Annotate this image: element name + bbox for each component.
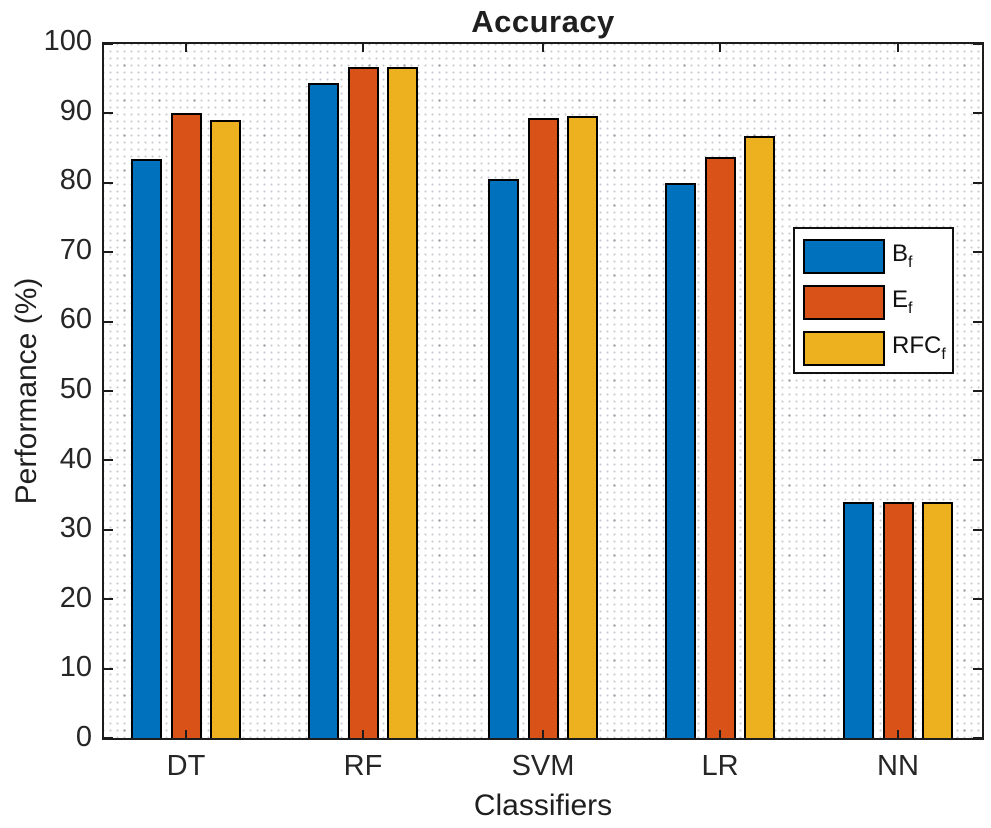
y-tick-left-70 — [104, 251, 113, 253]
y-tick-right-90 — [973, 112, 982, 114]
x-tick-bottom-LR — [719, 730, 721, 738]
x-tick-label-DT: DT — [166, 750, 206, 782]
y-tick-right-30 — [973, 529, 982, 531]
y-tick-left-30 — [104, 529, 113, 531]
x-tick-top-DT — [185, 44, 187, 52]
y-tick-label-0: 0 — [75, 720, 92, 753]
y-tick-left-100 — [104, 43, 113, 45]
bar-SVM-Bf — [488, 179, 519, 738]
x-tick-bottom-SVM — [542, 730, 544, 738]
x-tick-top-SVM — [542, 44, 544, 52]
y-tick-left-60 — [104, 321, 113, 323]
x-tick-label-NN: NN — [877, 750, 919, 782]
legend-swatch-ef — [803, 285, 885, 320]
y-tick-right-40 — [973, 459, 982, 461]
bar-DT-Bf — [131, 159, 162, 738]
legend-swatch-bf — [803, 239, 885, 274]
x-tick-bottom-NN — [897, 730, 899, 738]
x-tick-top-RF — [362, 44, 364, 52]
legend-label-ef: Ef — [892, 286, 913, 317]
y-tick-right-0 — [973, 737, 982, 739]
legend-swatch-rfcf — [803, 331, 885, 366]
bar-LR-Bf — [665, 183, 696, 738]
y-tick-label-70: 70 — [59, 233, 92, 266]
legend-item-bf: Bf — [803, 239, 952, 274]
bar-DT-RFCf — [210, 120, 241, 738]
bar-LR-RFCf — [744, 136, 775, 738]
y-tick-label-80: 80 — [59, 164, 92, 197]
y-tick-right-50 — [973, 390, 982, 392]
x-tick-top-LR — [719, 44, 721, 52]
y-tick-label-60: 60 — [59, 303, 92, 336]
y-tick-label-30: 30 — [59, 512, 92, 545]
legend-label-rfcf: RFCf — [892, 332, 946, 363]
bar-NN-RFCf — [922, 502, 953, 738]
y-tick-right-60 — [973, 321, 982, 323]
y-tick-right-100 — [973, 43, 982, 45]
y-tick-left-20 — [104, 598, 113, 600]
x-axis-label: Classifiers — [473, 789, 613, 822]
y-tick-right-80 — [973, 182, 982, 184]
x-tick-bottom-RF — [362, 730, 364, 738]
y-tick-label-20: 20 — [59, 581, 92, 614]
bar-RF-Bf — [308, 83, 339, 738]
y-tick-label-40: 40 — [59, 442, 92, 475]
y-tick-right-70 — [973, 251, 982, 253]
bar-NN-Ef — [882, 502, 914, 738]
bar-RF-RFCf — [387, 67, 418, 738]
x-tick-bottom-DT — [185, 730, 187, 738]
plot-area: Bf Ef RFCf — [102, 42, 984, 740]
x-tick-top-NN — [897, 44, 899, 52]
bar-NN-Bf — [843, 502, 874, 738]
bar-SVM-Ef — [527, 118, 559, 738]
y-tick-left-50 — [104, 390, 113, 392]
legend-item-rfcf: RFCf — [803, 331, 952, 366]
y-tick-left-0 — [104, 737, 113, 739]
x-tick-label-RF: RF — [343, 750, 383, 782]
y-tick-label-90: 90 — [59, 94, 92, 127]
bar-RF-Ef — [347, 67, 379, 738]
y-tick-left-40 — [104, 459, 113, 461]
bar-DT-Ef — [170, 113, 202, 738]
x-tick-label-LR: LR — [701, 750, 739, 782]
y-tick-right-10 — [973, 668, 982, 670]
legend-label-bf: Bf — [892, 240, 913, 271]
bar-SVM-RFCf — [567, 116, 598, 738]
y-tick-label-100: 100 — [43, 24, 92, 57]
x-tick-label-SVM: SVM — [511, 750, 575, 782]
y-tick-left-10 — [104, 668, 113, 670]
y-tick-right-20 — [973, 598, 982, 600]
y-tick-left-80 — [104, 182, 113, 184]
chart-title: Accuracy — [471, 4, 615, 39]
legend-item-ef: Ef — [803, 285, 952, 320]
bar-LR-Ef — [704, 157, 736, 738]
y-tick-left-90 — [104, 112, 113, 114]
y-tick-label-10: 10 — [59, 651, 92, 684]
y-tick-label-50: 50 — [59, 372, 92, 405]
legend: Bf Ef RFCf — [793, 227, 954, 374]
